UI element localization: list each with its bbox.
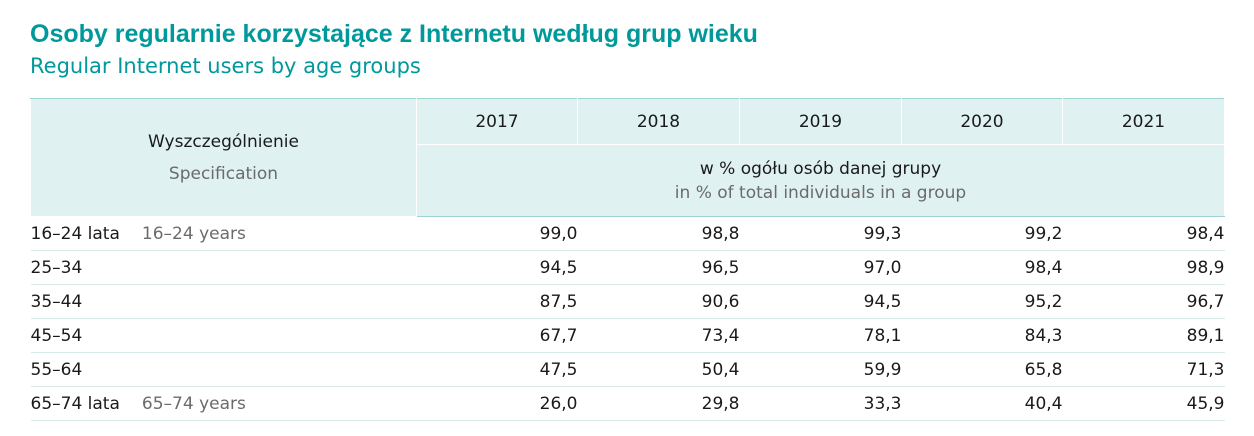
table-title: Osoby regularnie korzystające z Internet… (30, 20, 758, 48)
row-label: 55–64 (30, 352, 417, 387)
table-row: 55–64 47,5 50,4 59,9 65,8 71,3 (30, 352, 1225, 387)
year-header: 2018 (577, 98, 740, 145)
table-cell: 50,4 (577, 352, 740, 387)
table-cell: 87,5 (416, 284, 578, 319)
table-row: 25–34 94,5 96,5 97,0 98,4 98,9 (30, 250, 1225, 285)
table-cell: 59,9 (739, 352, 902, 387)
table-row: 16–24 lata 16–24 years 99,0 98,8 99,3 99,… (30, 216, 1225, 251)
table-cell: 99,0 (416, 216, 578, 251)
year-header: 2019 (739, 98, 902, 145)
table-cell: 96,7 (1062, 284, 1225, 319)
row-label-pl: 16–24 lata (30, 223, 120, 244)
specification-label-pl: Wyszczególnienie (148, 131, 299, 152)
row-label: 35–44 (30, 284, 417, 319)
table-cell: 90,6 (577, 284, 740, 319)
table-cell: 40,4 (901, 386, 1063, 421)
year-header: 2021 (1062, 98, 1225, 145)
row-label: 25–34 (30, 250, 417, 285)
table-cell: 71,3 (1062, 352, 1225, 387)
row-label: 65–74 lata 65–74 years (30, 386, 417, 421)
table-cell: 65,8 (901, 352, 1063, 387)
table-cell: 98,4 (901, 250, 1063, 285)
table-body: 16–24 lata 16–24 years 99,0 98,8 99,3 99,… (30, 216, 1225, 421)
table-cell: 98,9 (1062, 250, 1225, 285)
row-label-pl: 35–44 (30, 291, 83, 312)
table-cell: 26,0 (416, 386, 578, 421)
table-cell: 89,1 (1062, 318, 1225, 353)
row-label-en: 65–74 years (141, 393, 246, 414)
table-cell: 47,5 (416, 352, 578, 387)
year-header: 2017 (416, 98, 578, 145)
unit-label-pl: w % ogółu osób danej grupy (699, 158, 942, 179)
table-header: Wyszczególnienie Specification 2017 2018… (30, 98, 1225, 217)
table-cell: 99,3 (739, 216, 902, 251)
row-label-pl: 25–34 (30, 257, 83, 278)
row-label: 45–54 (30, 318, 417, 353)
row-label-en: 16–24 years (141, 223, 246, 244)
table-cell: 99,2 (901, 216, 1063, 251)
table-cell: 78,1 (739, 318, 902, 353)
table-cell: 94,5 (739, 284, 902, 319)
row-label-pl: 65–74 lata (30, 393, 120, 414)
table-row: 45–54 67,7 73,4 78,1 84,3 89,1 (30, 318, 1225, 353)
row-label-pl: 55–64 (30, 359, 83, 380)
table-cell: 96,5 (577, 250, 740, 285)
specification-header: Wyszczególnienie Specification (30, 98, 417, 217)
table-cell: 95,2 (901, 284, 1063, 319)
table-cell: 84,3 (901, 318, 1063, 353)
unit-label-en: in % of total individuals in a group (674, 182, 967, 203)
year-header: 2020 (901, 98, 1063, 145)
table-cell: 97,0 (739, 250, 902, 285)
specification-label-en: Specification (168, 163, 279, 184)
data-table: Wyszczególnienie Specification 2017 2018… (30, 98, 1225, 421)
table-subtitle: Regular Internet users by age groups (30, 54, 421, 78)
row-label: 16–24 lata 16–24 years (30, 216, 417, 251)
table-row: 65–74 lata 65–74 years 26,0 29,8 33,3 40,… (30, 386, 1225, 421)
table-cell: 94,5 (416, 250, 578, 285)
table-cell: 45,9 (1062, 386, 1225, 421)
table-row: 35–44 87,5 90,6 94,5 95,2 96,7 (30, 284, 1225, 319)
table-cell: 33,3 (739, 386, 902, 421)
table-cell: 29,8 (577, 386, 740, 421)
row-label-pl: 45–54 (30, 325, 83, 346)
table-cell: 98,4 (1062, 216, 1225, 251)
table-cell: 73,4 (577, 318, 740, 353)
table-cell: 98,8 (577, 216, 740, 251)
unit-header: w % ogółu osób danej grupy in % of total… (416, 144, 1225, 217)
table-cell: 67,7 (416, 318, 578, 353)
